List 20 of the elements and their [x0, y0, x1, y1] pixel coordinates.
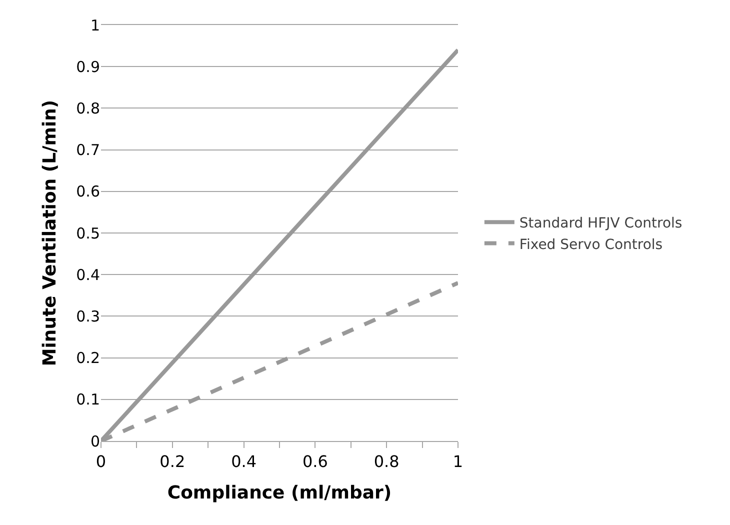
y-tick-label: 0.7 — [76, 141, 100, 160]
y-tick-label: 0.8 — [76, 99, 100, 118]
x-tick-label: 0.2 — [160, 452, 186, 472]
y-tick-label: 0.1 — [76, 390, 100, 409]
y-axis-title: Minute Ventilation (L/min) — [39, 100, 60, 366]
legend-label: Standard HFJV Controls — [519, 216, 682, 232]
y-tick-label: 0.5 — [76, 224, 100, 242]
y-tick-label: 0.2 — [76, 349, 100, 368]
x-tick-label: 0.4 — [231, 452, 257, 472]
y-tick-label: 0.3 — [76, 307, 100, 326]
y-tick-label: 0 — [90, 432, 100, 450]
y-tick-label: 0.4 — [76, 266, 100, 284]
x-axis-title: Compliance (ml/mbar) — [167, 482, 392, 504]
x-tick-label: 1 — [452, 452, 464, 472]
y-tick-label: 0.9 — [76, 58, 100, 76]
x-tick-label: 0.8 — [374, 452, 400, 472]
x-tick-label: 0.6 — [302, 452, 328, 472]
legend-label: Fixed Servo Controls — [519, 236, 663, 253]
y-tick-label: 0.6 — [76, 182, 100, 201]
y-tick-label: 1 — [90, 16, 100, 34]
